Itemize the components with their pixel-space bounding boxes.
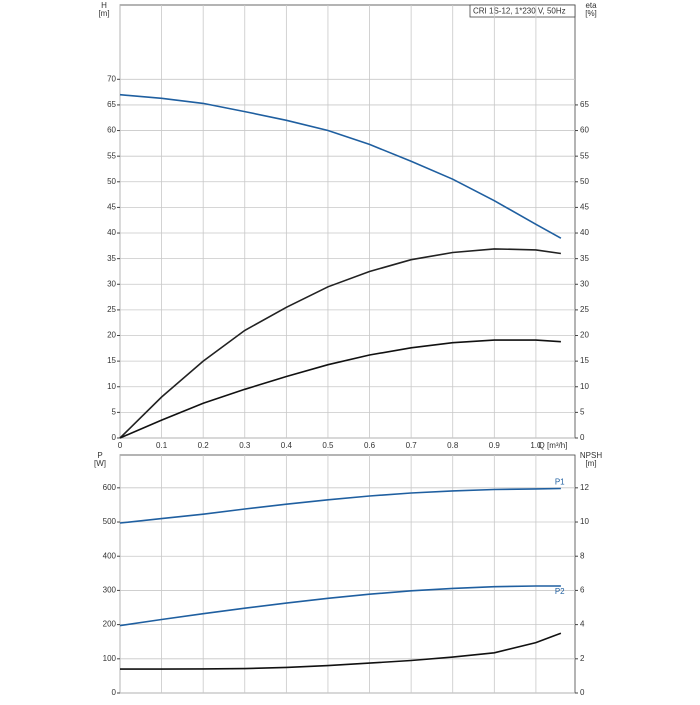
x-tick-label: 0.3 xyxy=(239,441,251,450)
y2-tick-label: 15 xyxy=(580,356,589,365)
y2-axis-label: NPSH xyxy=(580,451,602,460)
x-tick-label: 0.9 xyxy=(489,441,501,450)
y-tick-label: 50 xyxy=(107,177,116,186)
x-tick-label: 0.5 xyxy=(322,441,334,450)
y2-tick-label: 25 xyxy=(580,305,589,314)
curve xyxy=(120,632,562,670)
x-tick-label: 0.8 xyxy=(447,441,459,450)
y2-tick-label: 65 xyxy=(580,100,589,109)
x-tick-label: 0.7 xyxy=(406,441,418,450)
y-tick-label: 600 xyxy=(103,483,117,492)
y2-tick-label: 50 xyxy=(580,177,589,186)
y2-tick-label: 20 xyxy=(580,331,589,340)
y-tick-label: 100 xyxy=(103,654,117,663)
y2-axis-label: [m] xyxy=(585,459,596,468)
x-tick-label: 0.6 xyxy=(364,441,376,450)
y2-tick-label: 10 xyxy=(580,382,589,391)
curve xyxy=(119,339,561,439)
y-axis-label: H xyxy=(101,1,107,10)
y-axis-label: [m] xyxy=(98,9,109,18)
chart-title: CRI 1S-12, 1*230 V, 50Hz xyxy=(473,7,566,16)
y-tick-label: 0 xyxy=(112,433,117,442)
y-tick-label: 400 xyxy=(103,551,117,560)
curve xyxy=(119,585,561,627)
y-tick-label: 200 xyxy=(103,620,117,629)
y2-tick-label: 2 xyxy=(580,654,585,663)
y-tick-label: 30 xyxy=(107,279,116,288)
y-tick-label: 35 xyxy=(107,254,116,263)
y-tick-label: 40 xyxy=(107,228,116,237)
y-tick-label: 0 xyxy=(112,688,117,697)
y2-tick-label: 45 xyxy=(580,203,589,212)
y-axis-label: [W] xyxy=(94,459,106,468)
y2-tick-label: 35 xyxy=(580,254,589,263)
y2-tick-label: 40 xyxy=(580,228,589,237)
y2-tick-label: 12 xyxy=(580,483,589,492)
y-tick-label: 20 xyxy=(107,331,116,340)
y2-tick-label: 10 xyxy=(580,517,589,526)
x-tick-label: 0.2 xyxy=(198,441,210,450)
curve xyxy=(119,93,562,239)
y2-axis-label: eta xyxy=(585,1,597,10)
y-tick-label: 15 xyxy=(107,356,116,365)
y-tick-label: 55 xyxy=(107,151,116,160)
x-tick-label: 0.1 xyxy=(156,441,168,450)
plot-frame xyxy=(119,454,576,694)
title-box xyxy=(469,4,576,18)
series-label: P2 xyxy=(555,587,565,596)
x-tick-label: 0 xyxy=(118,441,123,450)
y-axis-label: P xyxy=(97,451,102,460)
y-tick-label: 5 xyxy=(112,407,117,416)
y2-tick-label: 60 xyxy=(580,126,589,135)
x-axis-label: Q [m³/h] xyxy=(539,441,568,450)
y2-axis-label: [%] xyxy=(585,9,597,18)
y2-tick-label: 0 xyxy=(580,688,585,697)
curve xyxy=(119,487,561,524)
x-tick-label: 1.0 xyxy=(530,441,542,450)
y2-tick-label: 6 xyxy=(580,586,585,595)
y2-tick-label: 8 xyxy=(580,551,585,560)
y-tick-label: 500 xyxy=(103,517,117,526)
y-tick-label: 60 xyxy=(107,126,116,135)
y2-tick-label: 30 xyxy=(580,279,589,288)
y-tick-label: 25 xyxy=(107,305,116,314)
y2-tick-label: 5 xyxy=(580,407,585,416)
y2-tick-label: 4 xyxy=(580,620,585,629)
y-tick-label: 70 xyxy=(107,74,116,83)
y-tick-label: 45 xyxy=(107,203,116,212)
y-tick-label: 65 xyxy=(107,100,116,109)
curve xyxy=(119,248,562,439)
series-label: P1 xyxy=(555,478,565,487)
x-tick-label: 0.4 xyxy=(281,441,293,450)
y-tick-label: 10 xyxy=(107,382,116,391)
y-tick-label: 300 xyxy=(103,586,117,595)
y2-tick-label: 55 xyxy=(580,151,589,160)
y2-tick-label: 0 xyxy=(580,433,585,442)
